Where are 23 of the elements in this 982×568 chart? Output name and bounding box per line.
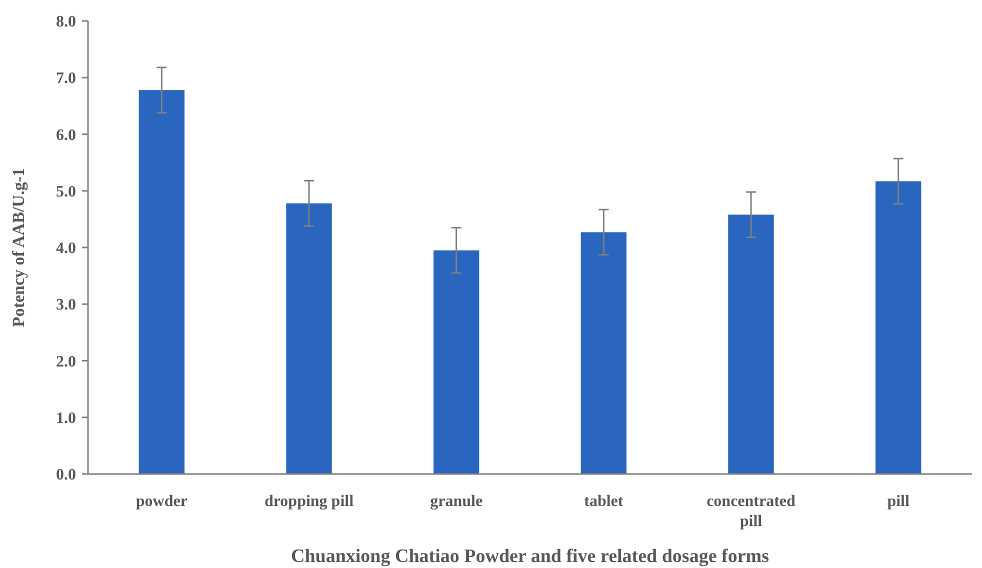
y-tick-label: 4.0 [56, 240, 76, 258]
x-tick-label: dropping pill [264, 493, 354, 510]
y-tick-label: 1.0 [56, 410, 76, 427]
y-tick-label: 7.0 [56, 70, 76, 88]
bar [286, 203, 332, 474]
bar [728, 214, 774, 474]
bar [433, 250, 480, 474]
bar [580, 232, 627, 474]
y-tick-label: 8.0 [56, 14, 76, 31]
bar [875, 181, 922, 474]
y-tick-label: 6.0 [56, 126, 76, 144]
y-tick-label: 2.0 [56, 353, 76, 370]
y-axis-title: Potency of AAB/U.g-1 [9, 168, 28, 328]
bar [138, 90, 185, 474]
y-tick-label: 0.0 [56, 466, 76, 484]
y-tick-label: 3.0 [56, 296, 76, 314]
x-tick-label: granule [430, 493, 483, 510]
x-tick-label: pill [887, 493, 910, 510]
x-tick-label: concentrated pill [706, 493, 796, 530]
x-axis-title: Chuanxiong Chatiao Powder and five related dosage forms [290, 546, 770, 567]
x-tick-label: tablet [584, 493, 624, 510]
x-tick-label: powder [136, 493, 188, 510]
y-tick-label: 5.0 [56, 183, 76, 200]
